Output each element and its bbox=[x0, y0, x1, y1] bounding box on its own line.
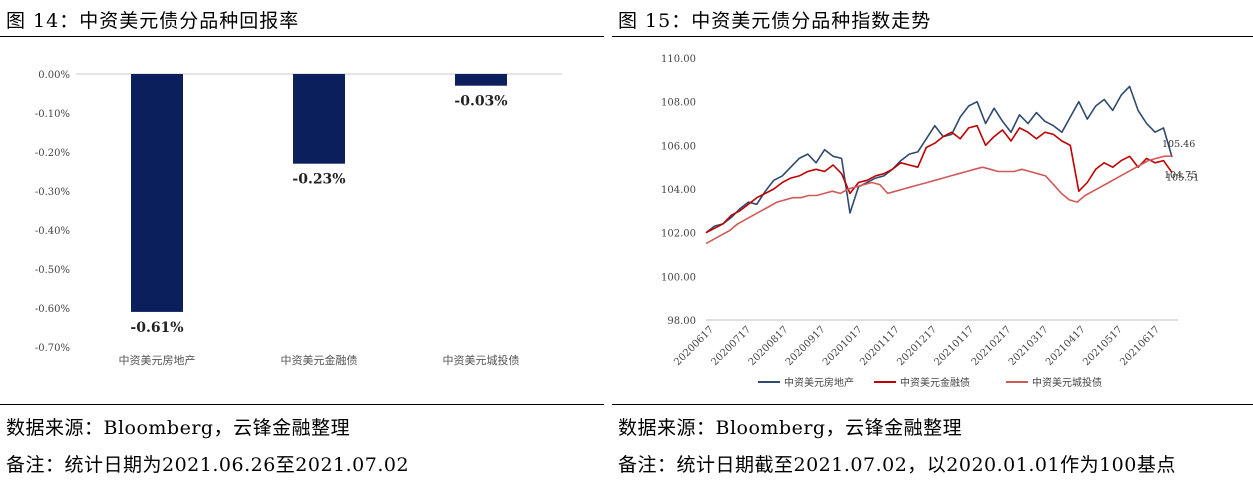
right-source-text: 数据来源：Bloomberg，云锋金融整理 bbox=[618, 417, 963, 439]
y-tick-label: 0.00% bbox=[38, 70, 70, 81]
bar bbox=[293, 74, 345, 164]
y-tick-label: -0.10% bbox=[35, 109, 70, 120]
y-tick-label: -0.70% bbox=[35, 343, 70, 354]
series-line bbox=[705, 85, 1173, 234]
title-rule bbox=[0, 36, 604, 37]
x-category-label: 中资美元城投债 bbox=[443, 353, 520, 367]
y-tick-label: 98.00 bbox=[667, 316, 696, 327]
end-value-label: 104.75 bbox=[1164, 170, 1197, 181]
y-tick-label: 100.00 bbox=[661, 272, 696, 283]
source-rule bbox=[612, 404, 1253, 405]
left-figure-panel: 图 14：中资美元债分品种回报率 0.00% -0.10% -0.20% -0.30%… bbox=[0, 0, 604, 484]
bar-value-label: -0.61% bbox=[130, 320, 183, 336]
x-category-label: 中资美元金融债 bbox=[281, 353, 358, 367]
right-note-text: 备注：统计日期截至2021.07.02，以2020.01.01作为100基点 bbox=[618, 454, 1176, 476]
bar-value-label: -0.03% bbox=[454, 94, 507, 110]
legend-label: 中资美元城投债 bbox=[1032, 376, 1102, 389]
line-chart: 98.00 100.00 102.00 104.00 106.00 108.00 110.0… bbox=[661, 54, 1199, 389]
series-line bbox=[705, 155, 1173, 245]
y-tick-label: -0.60% bbox=[35, 304, 70, 315]
legend-label: 中资美元房地产 bbox=[784, 376, 854, 389]
y-tick-label: -0.40% bbox=[35, 226, 70, 237]
y-tick-label: 102.00 bbox=[661, 229, 696, 240]
title-rule bbox=[612, 36, 1253, 37]
y-tick-label: 104.00 bbox=[661, 185, 696, 196]
bar bbox=[131, 74, 183, 312]
end-value-label: 105.51 bbox=[1166, 173, 1199, 184]
series-line bbox=[705, 124, 1173, 234]
y-tick-label: 108.00 bbox=[661, 98, 696, 109]
figure-14-title: 图 14：中资美元债分品种回报率 bbox=[6, 10, 300, 32]
y-tick-label: -0.30% bbox=[35, 187, 70, 198]
left-note-text: 备注：统计日期为2021.06.26至2021.07.02 bbox=[6, 454, 410, 476]
end-value-label: 105.46 bbox=[1162, 139, 1195, 150]
y-tick-label: -0.50% bbox=[35, 265, 70, 276]
bar bbox=[455, 74, 507, 86]
x-tick-label: 20210617 bbox=[1118, 324, 1162, 368]
figure-15-title: 图 15：中资美元债分品种指数走势 bbox=[618, 10, 932, 32]
left-source-text: 数据来源：Bloomberg，云锋金融整理 bbox=[6, 417, 351, 439]
legend-label: 中资美元金融债 bbox=[900, 376, 970, 389]
x-category-label: 中资美元房地产 bbox=[119, 353, 196, 367]
source-rule bbox=[0, 404, 604, 405]
y-tick-label: -0.20% bbox=[35, 148, 70, 159]
bar-value-label: -0.23% bbox=[292, 172, 345, 188]
y-tick-label: 106.00 bbox=[661, 141, 696, 152]
y-tick-label: 110.00 bbox=[661, 54, 696, 65]
bar-chart: 0.00% -0.10% -0.20% -0.30% -0.40% -0.50% -0.60… bbox=[35, 70, 562, 367]
right-figure-panel: 图 15：中资美元债分品种指数走势 98.00 100.00 102.00 104.0… bbox=[612, 0, 1253, 484]
